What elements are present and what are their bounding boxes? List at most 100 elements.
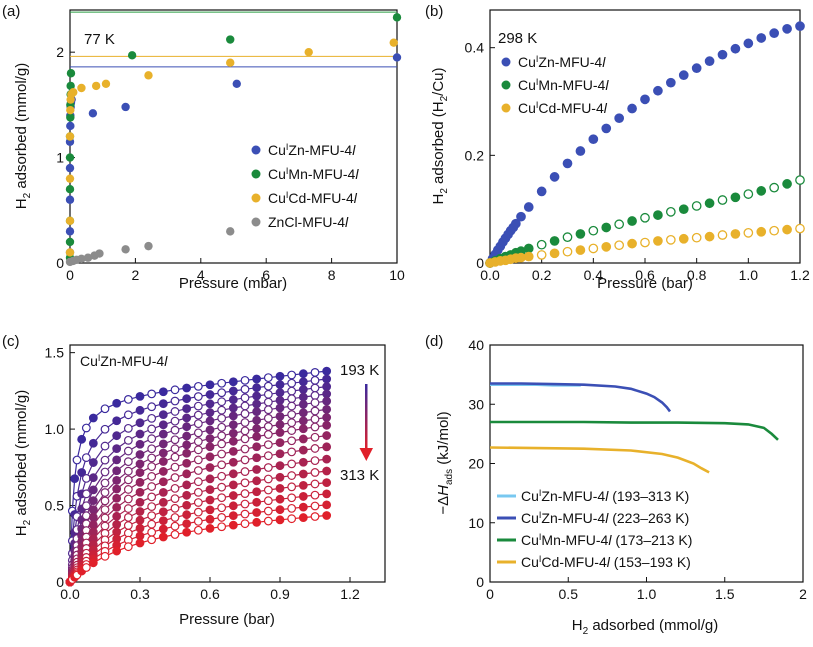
panel-c-temp-high: 193 K [340,362,379,379]
data-point [182,422,192,432]
data-point [240,509,250,519]
data-point [226,58,235,67]
panel-c-ticks: 0.0 0.3 0.6 0.9 1.2 0 0.5 1.0 1.5 [45,345,360,602]
data-point [144,241,153,251]
data-point [205,452,215,462]
data-point [217,439,227,449]
data-point [575,245,586,255]
data-point [298,392,308,402]
data-point [170,425,180,435]
data-point [77,83,86,93]
data-point [310,432,320,442]
data-point [135,439,145,449]
data-point [88,520,98,530]
data-point [275,438,285,448]
data-point [147,389,157,399]
data-point [704,56,715,66]
data-point [217,471,227,481]
data-point [782,224,792,235]
data-point [640,94,650,105]
panel-d-ytick-label: 30 [468,396,484,412]
panel-c-ytick-label: 0 [56,574,64,590]
data-point [240,434,250,444]
data-point [614,240,625,251]
data-point [275,396,285,405]
data-point [310,406,320,416]
panel-c-label: (c) [2,333,20,350]
data-point [275,494,285,504]
data-point [217,513,227,522]
data-point [287,386,297,396]
panel-a-legend: CuIZn-MFU-4l CuIMn-MFU-4l CuICd-MFU-4l ZnCl… [251,142,359,230]
data-point [717,230,728,240]
data-point [275,380,285,390]
data-point [263,496,273,506]
data-point [100,513,110,523]
data-point [135,531,145,541]
data-point [263,422,273,431]
data-point [287,426,297,435]
data-point [123,512,133,522]
data-point [147,502,157,511]
data-point [158,448,168,458]
data-point [182,469,192,479]
data-point [193,466,203,475]
data-point [298,457,308,467]
data-point [170,396,180,406]
data-point [601,222,612,233]
panel-c-xtick-label: 1.2 [340,586,360,602]
data-point [298,502,308,512]
panel-c-ytick-label: 1.5 [45,345,65,361]
data-point [147,462,157,471]
panel-c-ytick-label: 1.0 [45,421,65,437]
data-point [100,496,110,506]
data-point [228,386,238,396]
data-point [275,371,285,381]
data-point [123,394,133,404]
data-point [228,501,238,511]
data-point [252,508,262,517]
data-point [70,474,80,484]
data-point [322,413,332,422]
temperature-arrow-head [359,448,373,461]
series-line [489,446,710,474]
data-point [147,434,157,444]
data-point [263,474,273,484]
data-point [287,378,297,388]
data-point [100,467,110,477]
data-point [275,411,285,421]
data-point [123,423,133,433]
panel-b-xtick-label: 0.2 [532,267,552,283]
data-point [205,485,215,495]
data-point [298,416,308,426]
data-point [588,225,599,236]
panel-b-points [485,21,805,268]
data-point [310,490,320,500]
data-point [88,485,98,495]
panel-b-annotation: 298 K [498,30,537,47]
data-point [193,517,203,526]
data-point [310,391,320,400]
panel-b-label: (b) [425,3,443,20]
data-point [756,226,767,237]
data-point [170,385,180,395]
data-point [65,174,75,183]
data-point [322,454,332,464]
data-point [112,444,122,454]
data-point [263,430,273,439]
data-point [205,380,215,390]
data-point [100,455,110,465]
data-point [135,487,145,497]
data-point [653,236,663,246]
data-point [205,390,215,399]
panel-b-ytick-label: 0.2 [465,147,485,163]
data-point [147,482,157,491]
data-point [275,472,285,482]
data-point [135,515,145,525]
data-point [730,229,741,239]
data-point [65,163,75,173]
data-point [217,431,227,441]
panel-a-xtick-label: 6 [262,267,270,283]
